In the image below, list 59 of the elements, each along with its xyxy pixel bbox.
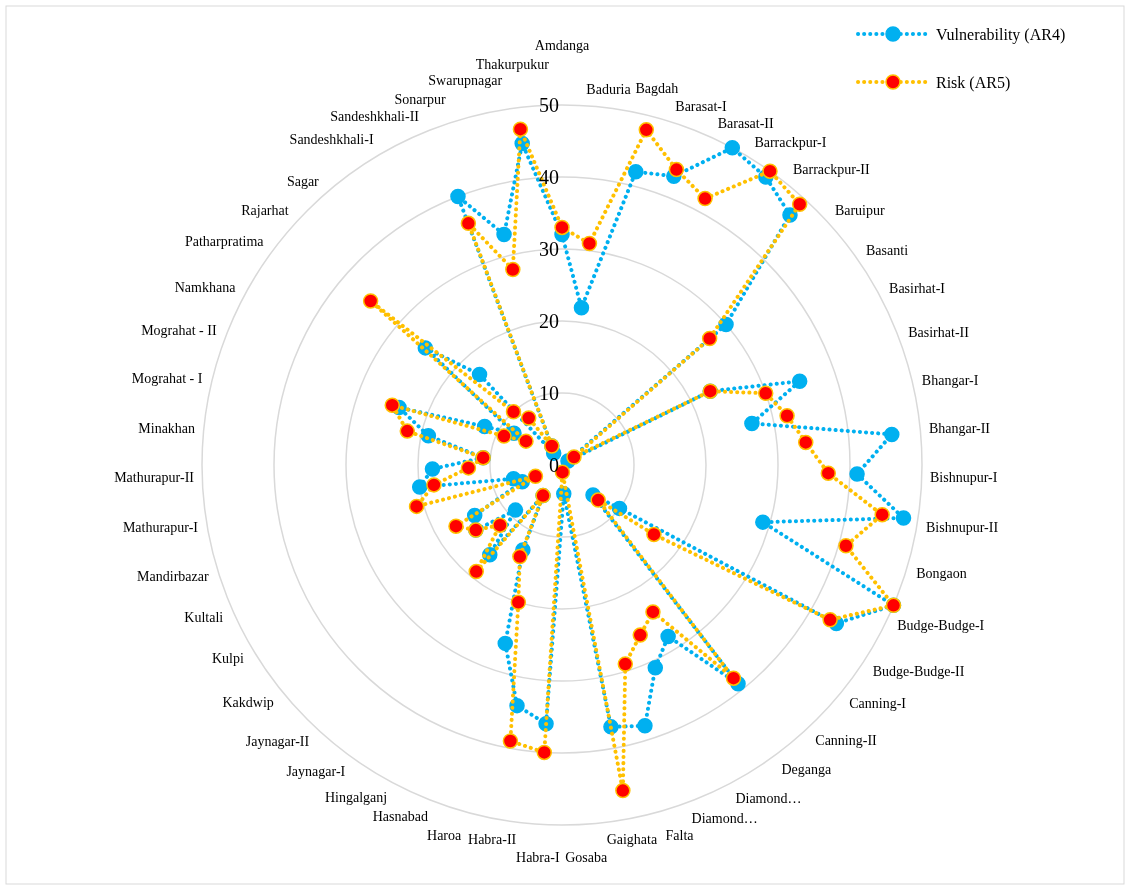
spoke-label: Sandeshkhali-I xyxy=(289,132,374,148)
spoke-label: Habra-I xyxy=(516,850,560,866)
spoke-label: Bhangar-I xyxy=(921,372,979,388)
spoke-label: Kakdwip xyxy=(222,694,274,710)
legend-label: Risk (AR5) xyxy=(936,73,1011,92)
legend-label: Vulnerability (AR4) xyxy=(936,25,1066,44)
spoke-label: Gaighata xyxy=(606,831,658,847)
spoke-label: Habra-II xyxy=(468,831,517,847)
spoke-label: Hingalganj xyxy=(324,790,388,806)
spoke-label: Gosaba xyxy=(565,850,608,866)
spoke-label: Budge-Budge-II xyxy=(872,663,965,679)
spoke-label: Hasnabad xyxy=(372,809,428,825)
spoke-label: Jaynagar-II xyxy=(245,733,310,749)
y-tick-label: 50 xyxy=(539,94,559,116)
spoke-label: Diamond… xyxy=(691,811,758,827)
spoke-label: Bongaon xyxy=(916,565,967,581)
spoke-label: Sonarpur xyxy=(394,91,447,107)
spoke-label: Mograhat - II xyxy=(141,322,217,338)
y-tick-label: 10 xyxy=(539,382,559,404)
spoke-label: Amdanga xyxy=(534,37,590,53)
spoke-label: Haroa xyxy=(427,828,463,844)
y-tick-label: 30 xyxy=(539,238,559,260)
spoke-label: Mandirbazar xyxy=(137,568,209,584)
spoke-label: Falta xyxy=(665,827,695,843)
spoke-label: Baruipur xyxy=(834,202,885,218)
spoke-label: Minakhan xyxy=(138,421,196,437)
spoke-label: Mathurapur-I xyxy=(122,520,199,536)
spoke-label: Rajarhat xyxy=(241,203,289,219)
spoke-label: Diamond… xyxy=(735,791,802,807)
spoke-label: Mathurapur-II xyxy=(114,470,195,486)
spoke-label: Basirhat-I xyxy=(889,281,946,297)
spoke-label: Deganga xyxy=(781,761,833,777)
spoke-label: Patharpratima xyxy=(185,234,265,250)
y-tick-label: 40 xyxy=(539,166,559,188)
spoke-label: Mograhat - I xyxy=(131,371,203,387)
spoke-label: Bagdah xyxy=(635,80,679,96)
spoke-label: Kultali xyxy=(184,609,224,625)
spoke-label: Canning-II xyxy=(815,733,878,749)
spoke-label: Barasat-I xyxy=(675,99,727,115)
spoke-label: Budge-Budge-I xyxy=(897,618,985,634)
spoke-label: Barrackpur-II xyxy=(792,162,870,178)
spoke-label: Barrackpur-I xyxy=(754,135,827,151)
spoke-label: Canning-I xyxy=(849,696,907,712)
spoke-label: Sandeshkhali-II xyxy=(330,109,420,124)
spoke-label: Thakurpukur xyxy=(475,56,550,72)
spoke-label: Baduria xyxy=(586,82,632,98)
y-tick-label: 20 xyxy=(539,310,559,332)
spoke-label: Basirhat-II xyxy=(908,325,970,341)
spoke-label: Namkhana xyxy=(174,280,237,296)
spoke-label: Bishnupur-II xyxy=(926,520,999,535)
spoke-label: Bishnupur-I xyxy=(930,470,998,486)
spoke-label: Sagar xyxy=(286,173,320,189)
y-tick-label: 0 xyxy=(549,454,559,476)
spoke-label: Kulpi xyxy=(211,650,244,666)
spoke-label: Basanti xyxy=(866,242,909,258)
spoke-label: Jaynagar-I xyxy=(286,763,346,779)
spoke-label: Bhangar-II xyxy=(928,421,991,437)
spoke-label: Swarupnagar xyxy=(428,73,503,89)
spoke-label: Barasat-II xyxy=(717,115,775,131)
